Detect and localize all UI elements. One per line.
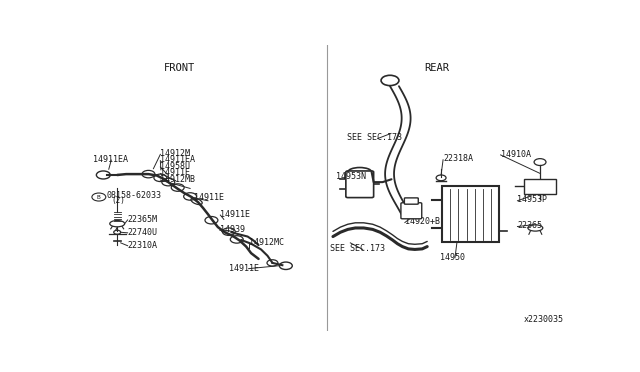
Text: 22365M: 22365M [127,215,157,224]
Text: (2): (2) [111,196,125,205]
Text: 14911EA: 14911EA [93,155,128,164]
Text: SEE SEC.173: SEE SEC.173 [330,244,385,253]
Text: x2230035: x2230035 [524,315,564,324]
Text: 14958U: 14958U [161,161,190,171]
Text: 22310A: 22310A [127,241,157,250]
Text: 14912MC: 14912MC [249,238,284,247]
Text: FRONT: FRONT [164,62,195,73]
Text: 14911E: 14911E [229,264,259,273]
Text: 22365: 22365 [518,221,543,230]
Text: 14911EA: 14911EA [161,155,195,164]
Text: 08158-62033: 08158-62033 [106,191,161,200]
FancyBboxPatch shape [524,179,556,193]
Text: 14910A: 14910A [500,150,531,158]
Text: 14912MB: 14912MB [161,175,195,184]
FancyBboxPatch shape [401,203,422,219]
Text: 14911E: 14911E [194,193,224,202]
Text: REAR: REAR [424,62,450,73]
FancyBboxPatch shape [404,198,419,204]
Text: 14911E: 14911E [161,168,190,177]
FancyBboxPatch shape [346,171,374,198]
FancyBboxPatch shape [442,186,499,242]
Text: SEE SEC.173: SEE SEC.173 [347,133,402,142]
Text: 14953P: 14953P [518,195,547,204]
Text: 22318A: 22318A [443,154,473,163]
Text: 14911E: 14911E [220,210,250,219]
Text: 22740U: 22740U [127,228,157,237]
Text: 14912M: 14912M [161,149,190,158]
Text: B: B [97,195,100,199]
Text: 14953N: 14953N [337,172,367,181]
Text: 14950: 14950 [440,253,465,262]
Text: 14939: 14939 [220,225,245,234]
Text: 14920+B: 14920+B [405,217,440,226]
